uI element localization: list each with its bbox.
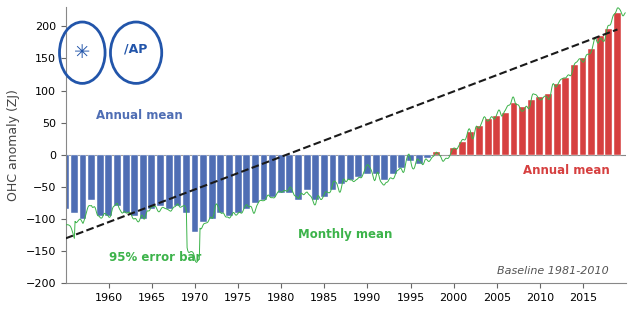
Bar	[192, 155, 199, 232]
Bar	[597, 36, 604, 155]
Bar	[218, 155, 224, 213]
Bar	[295, 155, 302, 200]
Bar	[252, 155, 259, 203]
Bar	[519, 107, 526, 155]
Bar	[123, 155, 130, 213]
Bar	[605, 29, 612, 155]
Bar	[200, 155, 207, 222]
Bar	[88, 155, 95, 200]
Bar	[450, 148, 457, 155]
Y-axis label: OHC anomaly (ZJ): OHC anomaly (ZJ)	[7, 89, 20, 201]
Bar	[459, 142, 466, 155]
Bar	[235, 155, 242, 213]
Bar	[166, 155, 173, 210]
Bar	[62, 155, 69, 210]
Bar	[131, 155, 138, 216]
Text: 95% error bar: 95% error bar	[109, 251, 201, 264]
Bar	[97, 155, 104, 216]
Bar	[209, 155, 216, 219]
Bar	[433, 152, 440, 155]
Bar	[373, 155, 380, 174]
Bar	[390, 155, 397, 174]
Bar	[286, 155, 293, 193]
Bar	[424, 155, 431, 158]
Bar	[588, 49, 595, 155]
Bar	[355, 155, 362, 177]
Text: Annual mean: Annual mean	[523, 164, 610, 177]
Bar	[554, 84, 561, 155]
Bar	[536, 97, 543, 155]
Bar	[467, 132, 474, 155]
Bar	[528, 100, 535, 155]
Bar	[304, 155, 311, 190]
Bar	[571, 65, 578, 155]
Text: Annual mean: Annual mean	[96, 109, 183, 122]
Text: Baseline 1981-2010: Baseline 1981-2010	[497, 266, 608, 276]
Bar	[562, 78, 569, 155]
Bar	[114, 155, 121, 206]
Bar	[511, 103, 517, 155]
Bar	[614, 13, 621, 155]
Bar	[416, 155, 423, 164]
Bar	[71, 155, 78, 213]
Bar	[330, 155, 336, 190]
Bar	[407, 155, 414, 161]
Bar	[278, 155, 285, 193]
Bar	[493, 116, 500, 155]
Bar	[364, 155, 371, 174]
Bar	[80, 155, 87, 219]
Bar	[502, 113, 509, 155]
Bar	[485, 119, 492, 155]
Bar	[226, 155, 233, 216]
Bar	[338, 155, 345, 184]
Bar	[321, 155, 328, 197]
Bar	[157, 155, 164, 206]
Bar	[381, 155, 388, 180]
Bar	[261, 155, 267, 200]
Bar	[545, 94, 552, 155]
Bar	[174, 155, 181, 206]
Bar	[347, 155, 354, 180]
Text: ✳: ✳	[74, 43, 91, 62]
Bar	[149, 155, 155, 210]
Bar	[399, 155, 405, 168]
Bar	[243, 155, 250, 210]
Text: /AP: /AP	[125, 43, 147, 56]
Bar	[105, 155, 112, 216]
Bar	[140, 155, 147, 219]
Bar	[476, 126, 483, 155]
Bar	[312, 155, 319, 200]
Bar	[183, 155, 190, 213]
Bar	[269, 155, 276, 197]
Bar	[579, 58, 586, 155]
Text: Monthly mean: Monthly mean	[299, 228, 393, 241]
